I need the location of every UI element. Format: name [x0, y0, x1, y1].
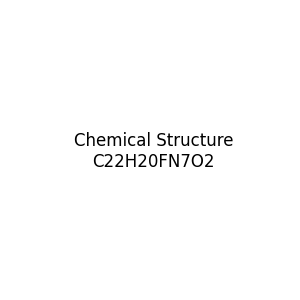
Text: Chemical Structure
C22H20FN7O2: Chemical Structure C22H20FN7O2 — [74, 132, 233, 171]
